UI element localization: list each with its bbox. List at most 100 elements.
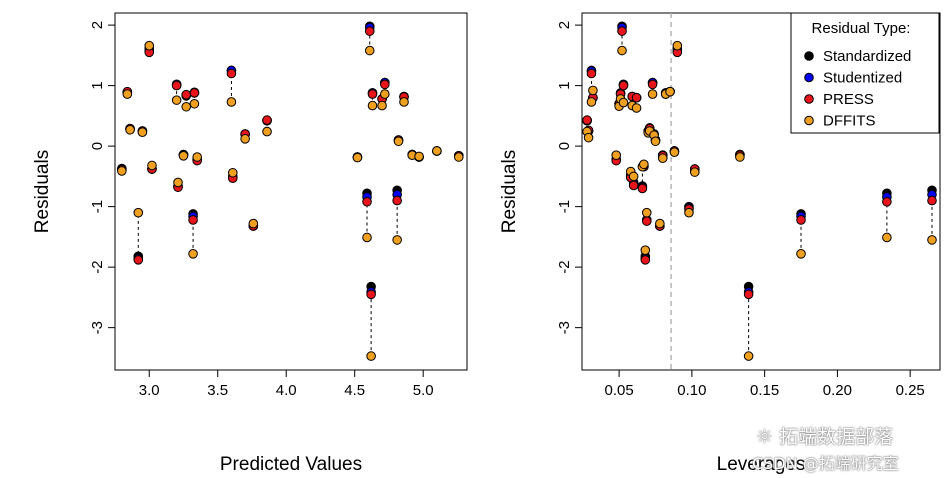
point-press (882, 196, 892, 207)
point-press (637, 183, 648, 194)
point-dffits (125, 124, 135, 135)
legend-marker-press (804, 94, 814, 104)
point-dffits (640, 245, 651, 255)
point-dffits (618, 97, 629, 108)
point-dffits (178, 151, 189, 161)
x-tick-label: 4.5 (344, 382, 365, 399)
point-dffits (628, 171, 639, 182)
point-dffits (453, 152, 464, 162)
y-tick-label: -3 (556, 321, 573, 334)
point-dffits (122, 89, 133, 99)
point-dffits (147, 160, 157, 171)
legend-label-standardized: Standardized (823, 48, 911, 65)
legend-marker-studentized (804, 72, 814, 83)
x-tick-label: 0.25 (896, 382, 925, 399)
point-dffits (641, 207, 652, 218)
y-tick-label: 1 (556, 81, 573, 89)
point-dffits (672, 40, 683, 51)
point-dffits (639, 159, 649, 170)
point-press (188, 215, 198, 225)
point-dffits (117, 166, 127, 176)
point-dffits (414, 151, 424, 162)
y-axis-label: Residuals (32, 150, 53, 233)
point-press (133, 255, 144, 265)
y-tick-label: -3 (89, 321, 106, 334)
point-press (647, 79, 658, 90)
point-dffits (189, 98, 200, 109)
x-axis-label: Leverages (717, 454, 806, 475)
x-tick-label: 0.15 (750, 382, 779, 399)
point-press (582, 115, 592, 125)
point-dffits (631, 103, 642, 113)
chart-panel-right: 0.05 0.10 0.15 0.20 0.25 -3 -2 -1 0 1 2 Leverages Re… (499, 12, 941, 475)
x-tick-label: 5.0 (413, 382, 434, 399)
x-tick-label: 0.05 (605, 382, 634, 399)
point-dffits (226, 97, 237, 107)
point-press (171, 80, 182, 91)
point-dffits (144, 40, 155, 51)
point-dffits (611, 150, 621, 160)
point-press (364, 26, 375, 36)
legend-marker-standardized (804, 51, 814, 61)
y-tick-label: 2 (89, 21, 106, 29)
point-dffits (669, 147, 680, 157)
wechat-icon: ☼ (756, 426, 774, 448)
point-dffits (248, 218, 259, 229)
x-tick-label: 0.20 (823, 382, 852, 399)
y-tick-label: -1 (89, 200, 106, 213)
point-dffits (583, 132, 594, 143)
point-press (617, 26, 627, 36)
legend-title: Residual Type: (812, 20, 911, 37)
point-dffits (432, 146, 442, 156)
y-tick-label: -2 (556, 260, 573, 273)
watermark-logo: ☼ 拓端数据部落 (756, 422, 893, 449)
y-tick-label: -2 (89, 260, 106, 273)
point-press (380, 79, 390, 90)
point-press (628, 180, 639, 191)
point-press (743, 289, 754, 300)
point-dffits (380, 89, 390, 99)
point-dffits (366, 351, 376, 361)
point-press (392, 195, 402, 206)
point-press (362, 196, 372, 207)
point-dffits (181, 101, 192, 112)
point-dffits (393, 136, 404, 147)
point-dffits (192, 152, 202, 162)
legend-marker-dffits (804, 115, 814, 126)
legend-label-studentized: Studentized (823, 70, 902, 87)
point-dffits (137, 127, 148, 138)
point-dffits (392, 235, 402, 245)
y-tick-label: 1 (89, 81, 106, 89)
point-dffits (882, 232, 892, 243)
y-axis-label: Residuals (499, 150, 520, 233)
legend: Residual Type: Standardized Studentized PRE… (790, 12, 940, 134)
point-press (367, 89, 378, 99)
y-tick-label: 2 (556, 21, 573, 29)
point-dffits (927, 235, 937, 245)
watermark-line2: CSDN @拓端研究室 (752, 454, 899, 473)
point-dffits (399, 97, 409, 107)
legend-box (790, 12, 940, 134)
point-press (226, 68, 237, 79)
point-press (796, 215, 806, 225)
point-dffits (262, 126, 272, 137)
point-dffits (173, 177, 183, 188)
point-dffits (617, 45, 627, 56)
point-dffits (735, 152, 745, 162)
point-press (640, 255, 651, 265)
point-dffits (588, 85, 598, 96)
point-dffits (586, 97, 597, 107)
y-tick-label: 0 (89, 142, 106, 150)
point-dffits (796, 249, 806, 259)
x-tick-label: 3.5 (207, 382, 228, 399)
plot-frame (114, 12, 468, 371)
point-dffits (367, 100, 378, 111)
point-press (181, 89, 192, 100)
point-dffits (655, 218, 665, 229)
point-dffits (650, 136, 661, 147)
point-dffits (188, 249, 198, 259)
point-press (189, 88, 200, 98)
point-press (618, 80, 629, 91)
legend-label-dffits: DFFITS (823, 113, 876, 130)
x-tick-label: 3.0 (139, 382, 160, 399)
